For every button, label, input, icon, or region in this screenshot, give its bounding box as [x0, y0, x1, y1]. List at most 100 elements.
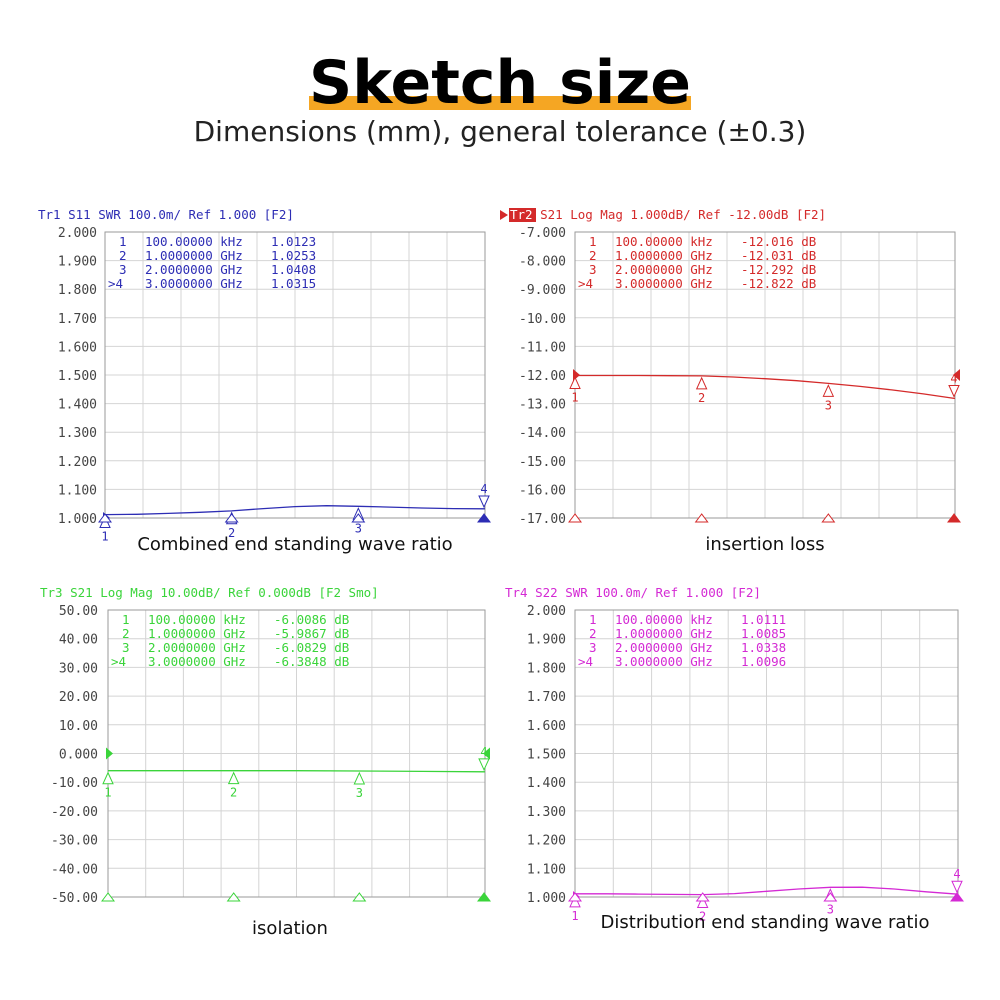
x-axis-marker-triangle [950, 892, 964, 902]
reference-level-marker [106, 747, 490, 760]
y-tick-label: -50.00 [51, 891, 98, 906]
x-axis-marker-triangle [568, 892, 583, 902]
x-axis-marker-positions [568, 513, 961, 523]
marker-frequency: 100.00000 kHz [615, 234, 713, 249]
marker-triangle [822, 384, 835, 397]
y-tick-label: -14.00 [519, 426, 566, 441]
title-block: Sketch size [0, 50, 1000, 116]
marker-frequency: 100.00000 kHz [615, 612, 713, 627]
marker-number: 4 [953, 867, 960, 881]
marker-table-row: >4 3.0000000 GHz 1.0096 [578, 654, 786, 669]
x-axis-marker-triangle [226, 892, 241, 902]
y-tick-label: -8.000 [519, 255, 566, 270]
marker-label: 3 [589, 262, 597, 277]
marker-triangle [695, 376, 708, 390]
marker-frequency: 2.0000000 GHz [615, 640, 713, 655]
marker-triangle-active [948, 385, 960, 398]
trace-line [104, 505, 486, 516]
trace-marker: 4 [478, 482, 490, 509]
y-tick-label: 0.000 [59, 748, 98, 763]
marker-frequency: 3.0000000 GHz [148, 654, 246, 669]
marker-label: 2 [119, 248, 127, 263]
y-tick-label: 20.00 [59, 690, 98, 705]
x-axis-marker-triangle [98, 513, 113, 523]
x-axis-marker-triangle [477, 892, 491, 902]
marker-number: 2 [230, 786, 237, 800]
marker-frequency: 1.0000000 GHz [145, 248, 243, 263]
y-tick-label: -30.00 [51, 834, 98, 849]
marker-triangle [353, 771, 366, 785]
reference-arrow [106, 747, 113, 760]
y-tick-label: 1.100 [527, 862, 566, 877]
trace-line [575, 886, 959, 896]
trace-marker: 2 [227, 771, 240, 800]
marker-number: 3 [825, 398, 832, 412]
x-axis-marker-triangle [947, 513, 961, 523]
marker-number: 2 [228, 526, 235, 540]
marker-number: 3 [827, 902, 834, 916]
marker-table-row: 2 1.0000000 GHz 1.0085 [589, 626, 786, 641]
trace-marker: 3 [353, 771, 366, 800]
marker-frequency: 2.0000000 GHz [145, 262, 243, 277]
y-tick-label: 2.000 [58, 226, 97, 241]
marker-label: >4 [108, 276, 123, 291]
trace-marker: 2 [696, 895, 709, 924]
marker-table-row: >4 3.0000000 GHz 1.0315 [108, 276, 316, 291]
y-tick-label: 1.500 [527, 748, 566, 763]
marker-value: -12.292 dB [741, 262, 816, 277]
y-tick-label: -15.00 [519, 455, 566, 470]
y-tick-label: -16.00 [519, 483, 566, 498]
y-tick-label: 1.800 [58, 283, 97, 298]
marker-frequency: 3.0000000 GHz [615, 276, 713, 291]
active-trace-highlight [509, 208, 536, 222]
trace-marker: 4 [948, 372, 960, 398]
marker-value: -6.0086 dB [274, 612, 349, 627]
trace-marker: 1 [569, 376, 581, 404]
marker-value: 1.0123 [271, 234, 316, 249]
marker-value: 1.0085 [741, 626, 786, 641]
chart-header-rest: S21 Log Mag 1.000dB/ Ref -12.00dB [F2] [533, 207, 827, 222]
marker-label: >4 [111, 654, 126, 669]
marker-value: 1.0338 [741, 640, 786, 655]
y-tick-label: -10.00 [51, 776, 98, 791]
y-tick-label: 1.200 [58, 455, 97, 470]
reference-arrow-right [483, 747, 490, 760]
y-tick-label: 1.900 [527, 633, 566, 648]
marker-table-row: 1 100.00000 kHz 1.0123 [119, 234, 316, 249]
marker-number: 1 [571, 390, 578, 404]
marker-frequency: 2.0000000 GHz [615, 262, 713, 277]
marker-number: 4 [950, 372, 957, 386]
y-tick-label: 1.400 [527, 776, 566, 791]
marker-value: -5.9867 dB [274, 626, 349, 641]
y-tick-label: -7.000 [519, 226, 566, 241]
chart-panel-2: Tr2 S21 Log Mag 1.000dB/ Ref -12.00dB [F… [500, 207, 961, 555]
trace-marker: 4 [951, 867, 963, 894]
y-tick-label: 30.00 [59, 661, 98, 676]
x-axis-marker-triangle [568, 513, 583, 523]
marker-label: 3 [122, 640, 130, 655]
x-axis-marker-triangle [694, 513, 709, 523]
marker-table-row: 2 1.0000000 GHz -5.9867 dB [122, 626, 349, 641]
marker-triangle [102, 771, 114, 785]
marker-label: 1 [119, 234, 127, 249]
marker-table-row: 1 100.00000 kHz 1.0111 [589, 612, 786, 627]
marker-triangle-active [478, 495, 490, 509]
marker-value: -12.822 dB [741, 276, 816, 291]
page-subtitle: Dimensions (mm), general tolerance (±0.3… [193, 115, 807, 148]
y-tick-label: 40.00 [59, 633, 98, 648]
marker-table-row: 3 2.0000000 GHz -12.292 dB [589, 262, 816, 277]
chart-panel-1: Tr1 S11 SWR 100.0m/ Ref 1.000 [F2] 2.000 1… [38, 207, 491, 555]
marker-label: 3 [119, 262, 127, 277]
y-tick-label: 1.700 [527, 690, 566, 705]
marker-triangle [227, 771, 240, 785]
y-tick-label: 1.700 [58, 312, 97, 327]
marker-table: 1 100.00000 kHz 1.0111 2 1.0000000 GHz 1.0085… [578, 612, 786, 669]
y-tick-label: 2.000 [527, 604, 566, 619]
marker-label: 1 [589, 234, 597, 249]
marker-table-row: 1 100.00000 kHz -12.016 dB [589, 234, 816, 249]
chart-header: Tr3 S21 Log Mag 10.00dB/ Ref 0.000dB [F2… [40, 585, 379, 600]
marker-number: 4 [480, 482, 487, 496]
marker-number: 1 [101, 529, 108, 543]
marker-table: 1 100.00000 kHz 1.0123 2 1.0000000 GHz 1.0253… [108, 234, 316, 291]
